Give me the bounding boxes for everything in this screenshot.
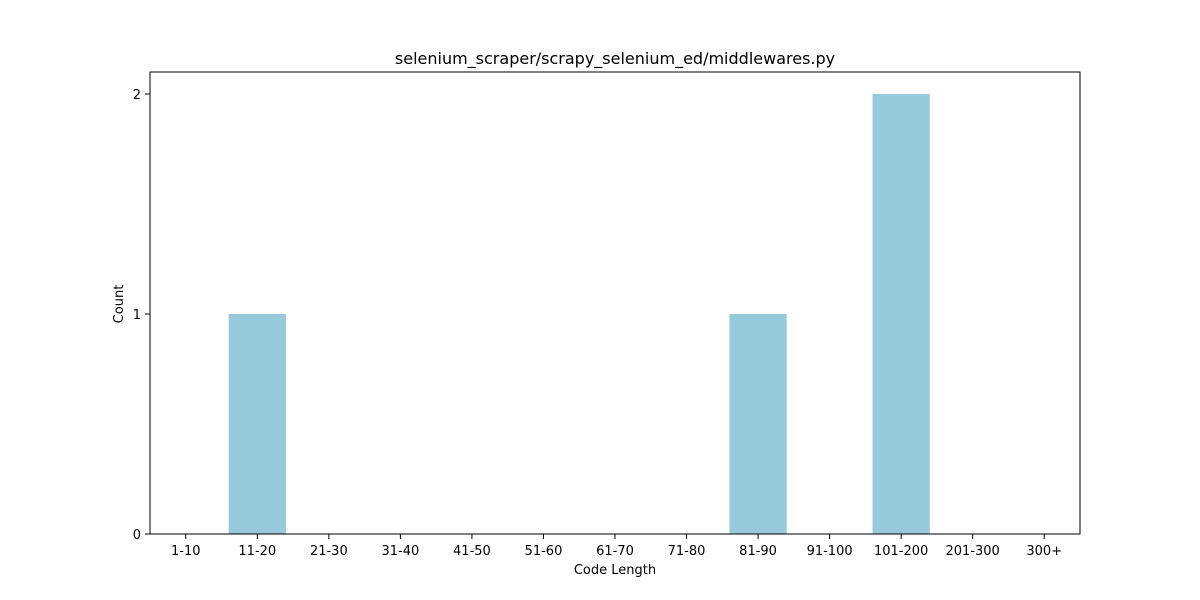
y-axis-label: Count (112, 285, 127, 324)
x-tick-label-300+: 300+ (1026, 544, 1062, 559)
chart-title: selenium_scraper/scrapy_selenium_ed/midd… (395, 49, 835, 69)
bar-81-90 (729, 314, 787, 534)
y-tick-label-2: 2 (133, 88, 141, 103)
y-tick-label-0: 0 (133, 528, 141, 543)
x-tick-label-71-80: 71-80 (668, 544, 706, 559)
x-tick-label-201-300: 201-300 (946, 544, 1000, 559)
x-tick-label-101-200: 101-200 (874, 544, 928, 559)
y-tick-label-1: 1 (133, 308, 141, 323)
bar-101-200 (872, 94, 930, 534)
bar-11-20 (228, 314, 286, 534)
x-tick-label-41-50: 41-50 (453, 544, 491, 559)
x-tick-label-1-10: 1-10 (171, 544, 201, 559)
x-axis-label: Code Length (574, 563, 656, 578)
x-tick-label-51-60: 51-60 (525, 544, 563, 559)
x-tick-label-81-90: 81-90 (739, 544, 777, 559)
x-tick-label-11-20: 11-20 (238, 544, 276, 559)
y-axis-ticks: 0 1 2 (133, 88, 150, 543)
x-tick-label-21-30: 21-30 (310, 544, 348, 559)
axes-layer (149, 71, 1081, 535)
plot-frame (149, 71, 1081, 535)
bars-layer (228, 94, 930, 534)
x-tick-label-61-70: 61-70 (596, 544, 634, 559)
x-axis-ticks: 1-10 11-20 21-30 31-40 41-50 51-60 61-70 71-80 8… (171, 534, 1062, 559)
x-tick-label-91-100: 91-100 (807, 544, 853, 559)
x-tick-label-31-40: 31-40 (381, 544, 419, 559)
